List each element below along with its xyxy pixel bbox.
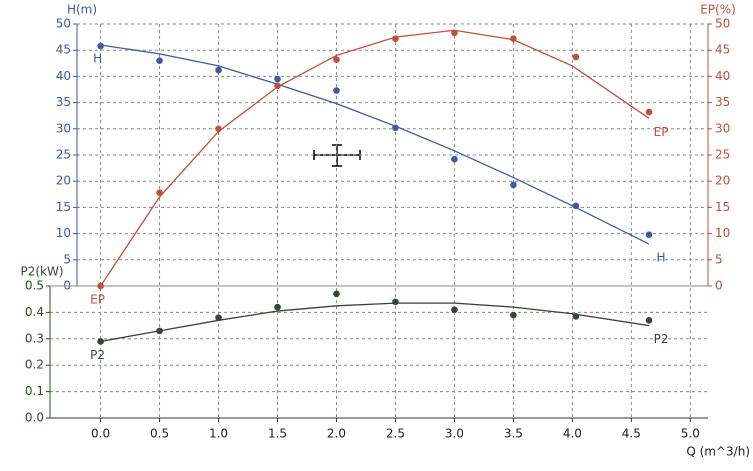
y2-tick-label: 30 <box>715 121 730 135</box>
data-point <box>451 306 458 314</box>
data-point <box>97 338 104 345</box>
data-point <box>274 82 281 90</box>
y-tick-label: 20 <box>56 174 71 188</box>
data-point <box>215 314 222 321</box>
data-point <box>156 327 163 335</box>
data-point <box>215 66 222 74</box>
curve-label: H <box>657 251 666 265</box>
data-point <box>333 56 340 63</box>
y-axis-label: H(m) <box>67 3 97 17</box>
y2-tick-label: 35 <box>715 95 730 109</box>
y-tick-label: 50 <box>56 17 71 31</box>
y3-tick-label: 0.1 <box>25 384 44 398</box>
data-point <box>274 303 281 311</box>
y3-tick-label: 0.4 <box>25 305 44 319</box>
data-point <box>572 313 580 320</box>
data-point <box>451 29 458 37</box>
y-tick-label: 45 <box>56 43 71 57</box>
data-point <box>97 282 104 290</box>
fit-curve <box>100 302 650 343</box>
y-tick-label: 40 <box>56 69 71 83</box>
data-point <box>392 35 399 42</box>
curve-label: P2 <box>90 348 105 362</box>
y-tick-label: 25 <box>56 148 71 162</box>
data-point <box>510 35 517 42</box>
y-tick-label: 15 <box>56 200 71 214</box>
y2-tick-label: 50 <box>715 17 730 31</box>
data-point <box>645 317 653 324</box>
x-tick-label: 1.0 <box>209 427 228 441</box>
data-point <box>645 108 653 116</box>
data-point <box>156 189 163 197</box>
x-tick-label: 0.5 <box>150 427 169 441</box>
y2-tick-label: 15 <box>715 200 730 214</box>
data-point <box>510 181 517 189</box>
y2-tick-label: 20 <box>715 174 730 188</box>
y-tick-label: 10 <box>56 226 71 240</box>
x-tick-label: 3.5 <box>504 427 523 441</box>
x-tick-label: 4.0 <box>563 427 582 441</box>
y3-tick-label: 0.0 <box>25 411 44 425</box>
curve-label: EP <box>654 125 669 139</box>
data-point <box>572 202 580 210</box>
y3-tick-label: 0.5 <box>25 279 44 293</box>
data-point <box>451 155 458 163</box>
x-tick-label: 0.0 <box>91 427 110 441</box>
y-tick-label: 30 <box>56 121 71 135</box>
data-point <box>333 290 340 298</box>
y3-tick-label: 0.2 <box>25 358 44 372</box>
y2-tick-label: 0 <box>715 279 723 293</box>
x-axis-label: Q (m^3/h) <box>686 445 750 459</box>
y-tick-label: 5 <box>63 252 71 266</box>
data-point <box>97 42 104 50</box>
data-point <box>510 311 517 319</box>
data-point <box>645 231 653 238</box>
x-tick-label: 3.0 <box>445 427 464 441</box>
y2-tick-label: 25 <box>715 148 730 162</box>
fit-curve <box>100 44 650 245</box>
x-tick-label: 5.0 <box>681 427 700 441</box>
x-tick-label: 2.0 <box>327 427 346 441</box>
data-point <box>392 124 399 132</box>
fit-curve <box>100 29 650 287</box>
x-tick-label: 4.5 <box>622 427 641 441</box>
x-tick-label: 2.5 <box>386 427 405 441</box>
data-point <box>156 57 163 64</box>
curve-label: EP <box>90 293 105 307</box>
y2-tick-label: 40 <box>715 69 730 83</box>
x-tick-label: 1.5 <box>268 427 287 441</box>
data-point <box>333 87 340 94</box>
data-point <box>274 75 281 83</box>
y2-tick-label: 10 <box>715 226 730 240</box>
y2-tick-label: 45 <box>715 43 730 57</box>
y2-tick-label: 5 <box>715 252 723 266</box>
data-point <box>392 298 399 306</box>
curve-label: P2 <box>654 332 669 346</box>
y3-tick-label: 0.3 <box>25 331 44 345</box>
y3-axis-label: P2(kW) <box>20 265 63 279</box>
data-point <box>215 125 222 133</box>
y-tick-label: 35 <box>56 95 71 109</box>
data-point <box>572 53 580 61</box>
y2-axis-label: EP(%) <box>700 3 736 17</box>
curve-label: H <box>93 51 102 65</box>
